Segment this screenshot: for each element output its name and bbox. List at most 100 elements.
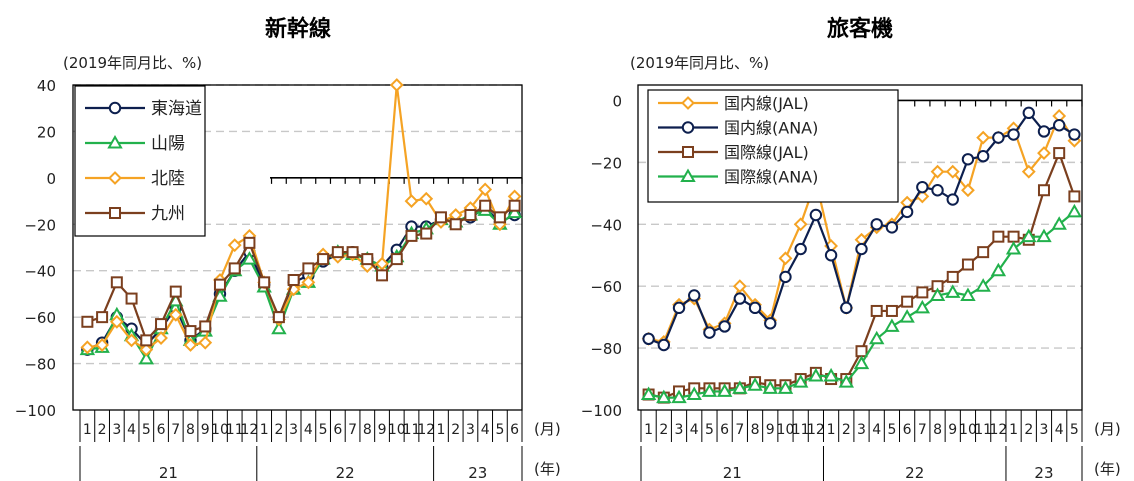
x-month-label: 9 [378, 422, 387, 438]
data-point [272, 311, 285, 324]
data-point [227, 238, 242, 253]
data-point [672, 301, 686, 315]
data-point [331, 246, 344, 259]
x-month-label: 11 [403, 422, 421, 438]
data-point [718, 320, 731, 333]
series-九州 [81, 199, 521, 347]
data-point [376, 269, 389, 282]
data-point [449, 218, 462, 231]
x-month-label: 6 [333, 422, 342, 438]
data-point [1068, 128, 1081, 141]
legend-label: 国内線(JAL) [724, 94, 809, 113]
data-point [183, 338, 198, 352]
data-point [361, 253, 374, 266]
data-point [302, 262, 315, 275]
x-month-label: 10 [959, 422, 977, 438]
data-point [1037, 125, 1051, 138]
data-point [868, 330, 885, 345]
x-month-label: 5 [887, 422, 896, 438]
data-point [155, 318, 168, 331]
x-month-unit: (月) [534, 420, 561, 438]
data-point [346, 246, 359, 259]
x-month-label: 3 [857, 422, 866, 438]
data-point [929, 287, 946, 301]
y-tick-label: −20 [24, 216, 56, 234]
data-point [885, 304, 898, 317]
x-month-label: 2 [98, 422, 107, 438]
data-point [301, 275, 316, 290]
data-point [808, 367, 824, 382]
data-point [271, 320, 287, 335]
data-point [960, 287, 976, 301]
data-point [404, 194, 419, 208]
data-point [703, 326, 716, 339]
y-tick-label: −20 [590, 154, 622, 172]
data-point [1053, 147, 1066, 160]
x-month-label: 12 [241, 422, 259, 438]
x-month-label: 6 [720, 422, 729, 438]
data-point [464, 209, 477, 221]
data-point [777, 380, 794, 394]
x-year-label: 22 [905, 464, 924, 481]
data-point [930, 164, 945, 179]
data-point [945, 284, 961, 298]
data-point [1007, 128, 1020, 141]
data-point [840, 301, 853, 315]
data-point [977, 246, 990, 259]
data-point [405, 229, 418, 242]
legend-label: 北陸 [151, 169, 185, 189]
x-month-label: 4 [127, 422, 136, 438]
data-point [946, 193, 959, 206]
x-month-label: 8 [186, 422, 195, 438]
data-point [748, 301, 762, 315]
x-month-label: 4 [1055, 422, 1064, 438]
data-point [479, 199, 492, 212]
data-point [901, 295, 914, 308]
x-year-label: 21 [723, 464, 742, 481]
data-point [199, 320, 212, 333]
x-month-label: 2 [274, 422, 283, 438]
data-point [109, 314, 124, 329]
data-point [258, 276, 271, 289]
data-point [992, 131, 1005, 144]
data-point [961, 183, 975, 198]
data-point [198, 335, 213, 350]
x-month-label: 7 [918, 422, 927, 438]
y-tick-label: 40 [37, 77, 56, 95]
data-point [493, 211, 506, 224]
data-point [110, 276, 123, 289]
data-point [682, 146, 694, 158]
data-point [139, 342, 154, 357]
x-month-label: 12 [417, 422, 435, 438]
data-point [931, 184, 944, 197]
x-month-label: 3 [466, 422, 475, 438]
data-point [701, 383, 718, 397]
data-point [140, 334, 153, 347]
data-point [107, 134, 123, 149]
series-国内線(ANA) [642, 106, 1081, 352]
data-point [914, 299, 931, 314]
data-point [96, 311, 109, 324]
data-point [169, 285, 182, 298]
y-tick-label: −60 [24, 309, 56, 327]
x-month-label: 1 [83, 422, 92, 438]
data-point [681, 96, 695, 110]
x-month-label: 4 [690, 422, 699, 438]
x-month-label: 11 [974, 422, 992, 438]
x-month-label: 7 [348, 422, 357, 438]
data-point [916, 180, 929, 194]
data-point [1051, 216, 1067, 230]
data-point [419, 191, 434, 206]
data-point [823, 367, 839, 382]
legend-label: 九州 [151, 204, 185, 224]
x-month-label: 4 [481, 422, 490, 438]
legend: 国内線(JAL) 国内線(ANA) 国際線(JAL) 国際線(ANA) [647, 89, 899, 203]
data-point [125, 292, 138, 305]
data-point [1052, 119, 1066, 132]
data-point [809, 208, 823, 222]
legend-label: 国際線(JAL) [724, 143, 809, 162]
data-point [916, 286, 929, 299]
